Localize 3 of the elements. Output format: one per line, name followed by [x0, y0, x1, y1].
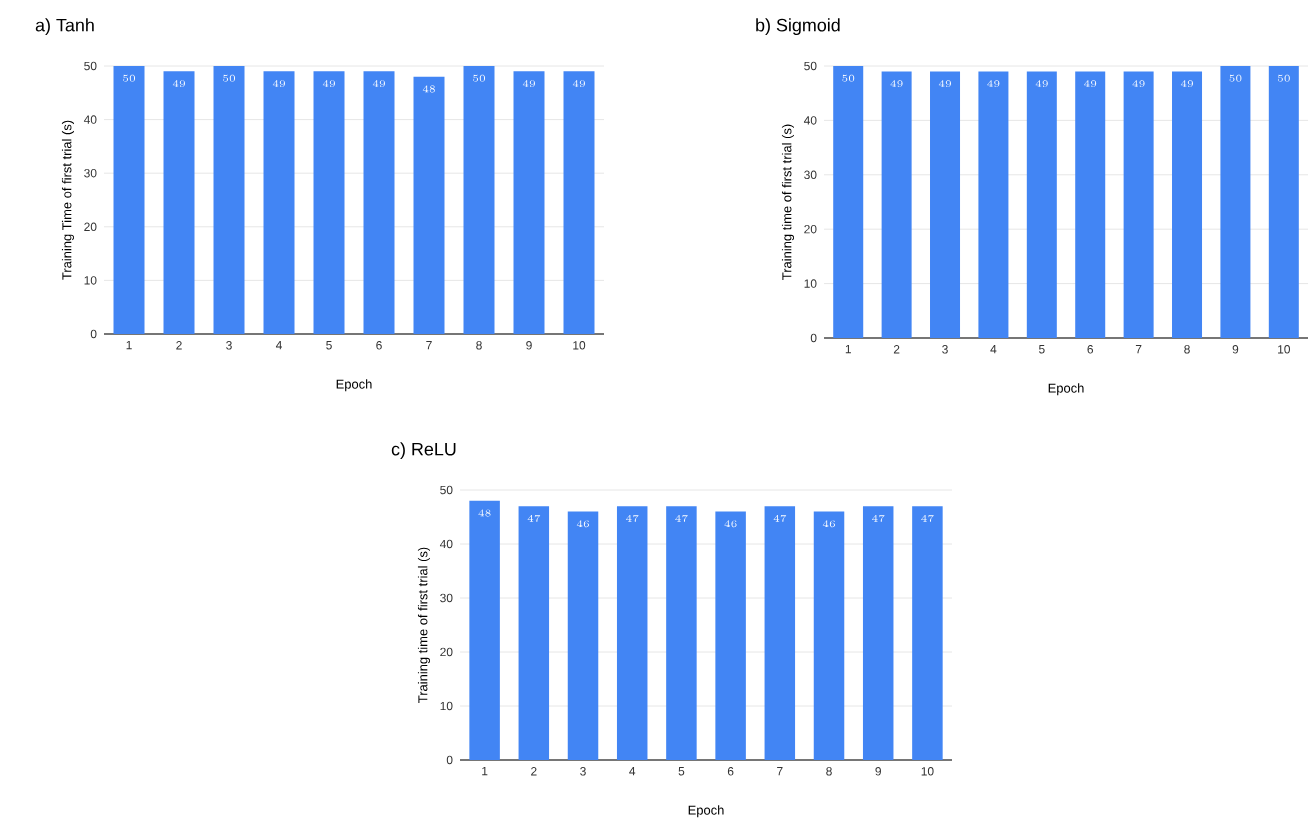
chart-title: c) ReLU [391, 442, 456, 460]
chart-title: a) Tanh [35, 18, 94, 36]
chart-title: b) Sigmoid [756, 18, 840, 35]
